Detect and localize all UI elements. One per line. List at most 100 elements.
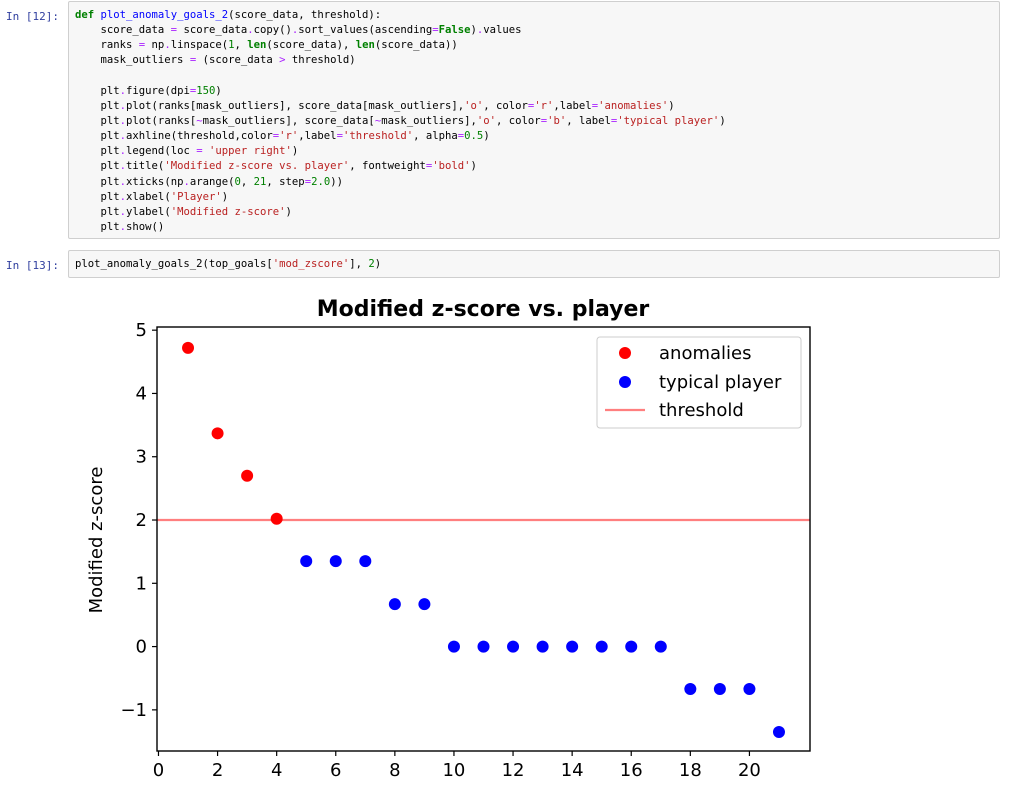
code-token: False	[438, 24, 471, 37]
code-token: 'typical player'	[617, 114, 720, 127]
code-token: )	[221, 190, 229, 203]
y-tick-label: 3	[136, 447, 147, 468]
x-tick-label: 2	[212, 760, 223, 781]
code-token: .	[119, 175, 127, 188]
y-axis-label: Modified z-score	[86, 467, 107, 614]
y-tick-label: 0	[136, 637, 147, 658]
code-token: .	[119, 220, 127, 233]
code-token: plot_anomaly_goals_2	[100, 9, 229, 21]
legend-label: threshold	[659, 400, 744, 421]
code-token: 'mod_zscore'	[272, 258, 350, 270]
code-token: )	[668, 99, 675, 112]
code-token: plt	[75, 220, 120, 233]
code-token: ,label	[298, 130, 337, 143]
code-line: score_data = score_data.copy().sort_valu…	[75, 23, 999, 38]
data-point-typical-player	[566, 640, 579, 653]
data-point-typical-player	[625, 640, 638, 653]
code-token: .	[291, 24, 299, 37]
code-token: , color	[496, 114, 541, 127]
code-token: 'threshold'	[342, 130, 414, 143]
code-token: plot(ranks[mask_outliers], score_data[ma…	[126, 99, 465, 112]
code-token: .	[247, 24, 254, 37]
input-prompt: In [12]:	[6, 10, 59, 23]
x-tick-label: 10	[442, 760, 465, 781]
x-tick-label: 4	[271, 760, 282, 781]
data-point-typical-player	[536, 640, 549, 653]
code-token: title(	[126, 160, 165, 173]
code-token: >	[279, 54, 286, 67]
code-token: .	[119, 190, 127, 203]
input-prompt: In [13]:	[6, 259, 59, 272]
code-token: threshold)	[285, 54, 356, 67]
y-tick-label: −1	[120, 700, 147, 721]
code-line: plt.xlabel('Player')	[75, 190, 999, 205]
code-line: plt.legend(loc = 'upper right')	[75, 144, 999, 159]
data-point-typical-player	[654, 640, 667, 653]
code-token: sort_values(ascending	[298, 24, 433, 37]
data-point-typical-player	[329, 555, 342, 568]
data-point-typical-player	[388, 598, 401, 611]
plot-area: 0 2 4 6 8 10 12 14 16 18 20−1012345anomaliestypica…	[120, 320, 811, 781]
data-point-typical-player	[595, 640, 608, 653]
code-token: .	[119, 145, 127, 158]
code-token: )	[719, 114, 726, 127]
code-token: , alpha	[413, 130, 458, 143]
code-token: (score_data, threshold):	[228, 9, 382, 21]
code-token: len	[355, 39, 375, 52]
y-tick-label: 4	[136, 383, 147, 404]
code-token: plt	[75, 160, 120, 173]
data-point-typical-player	[447, 640, 460, 653]
code-token: plt	[75, 130, 120, 143]
code-token: linspace(	[170, 39, 229, 52]
code-token: mask_outliers	[75, 54, 190, 67]
data-point-anomalies	[211, 427, 224, 440]
code-cell-13[interactable]: In [13]: plot_anomaly_goals_2(top_goals[…	[0, 249, 1020, 279]
code-token: .	[119, 99, 127, 112]
legend-box	[596, 336, 802, 429]
code-token: =	[170, 24, 178, 37]
data-point-typical-player	[477, 640, 490, 653]
code-token: =	[527, 99, 535, 112]
code-token: plt	[75, 84, 120, 97]
code-token: xticks(np	[126, 175, 184, 188]
data-point-typical-player	[418, 598, 431, 611]
x-tick-label: 14	[561, 760, 584, 781]
code-token: ,	[240, 175, 254, 188]
code-token: ~	[196, 114, 203, 127]
code-token: .	[164, 39, 171, 52]
code-token: (score_data),	[266, 39, 356, 52]
y-tick-label: 2	[136, 510, 147, 531]
code-token: ylabel(	[126, 205, 171, 218]
code-cell-12[interactable]: In [12]: def plot_anomaly_goals_2(score_…	[0, 0, 1020, 240]
code-token: score_data	[177, 24, 248, 37]
code-token: mask_outliers], score_data[	[202, 114, 375, 127]
code-token: )	[470, 24, 477, 37]
code-token: =	[336, 130, 343, 143]
code-token: =	[610, 114, 618, 127]
code-line: plt.show()	[75, 220, 999, 235]
code-token: 2.0	[311, 175, 331, 188]
code-token: .	[119, 84, 127, 97]
code-token: plot(ranks[	[126, 114, 197, 127]
code-line: plot_anomaly_goals_2(top_goals['mod_zsco…	[75, 257, 999, 272]
code-token: .	[119, 205, 127, 218]
data-point-typical-player	[772, 726, 785, 739]
code-token: (score_data	[196, 54, 280, 67]
code-token: )	[215, 84, 222, 97]
code-token: ranks	[75, 39, 139, 52]
code-token: show()	[126, 220, 165, 233]
code-token: plt	[75, 145, 120, 158]
code-token: plt	[75, 205, 120, 218]
code-line: plt.plot(ranks[mask_outliers], score_dat…	[75, 99, 999, 114]
code-token: =	[272, 130, 280, 143]
code-token: )	[374, 258, 382, 270]
code-editor[interactable]: plot_anomaly_goals_2(top_goals['mod_zsco…	[68, 250, 1000, 278]
y-tick-label: 5	[136, 320, 147, 341]
code-editor[interactable]: def plot_anomaly_goals_2(score_data, thr…	[68, 1, 1000, 239]
data-point-typical-player	[713, 682, 726, 695]
code-line: mask_outliers = (score_data > threshold)	[75, 53, 999, 68]
code-token: 'b'	[547, 114, 567, 127]
code-token: .	[119, 130, 127, 143]
code-token: 2	[368, 258, 375, 270]
